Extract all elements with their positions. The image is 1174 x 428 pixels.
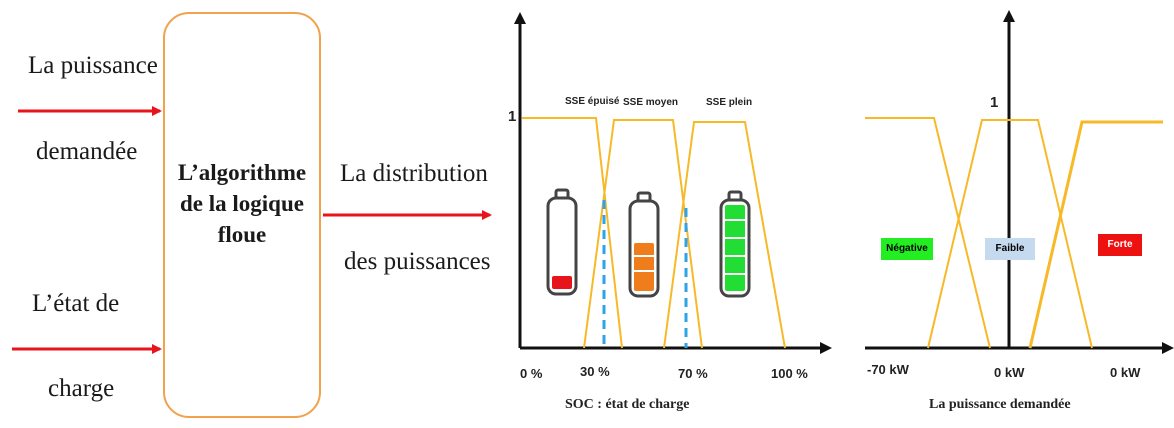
power-tick-0b: 0 kW: [1110, 365, 1141, 380]
mf-sse-epuise: [522, 117, 623, 349]
tag-negative: Négative: [881, 238, 933, 260]
mf-negative: [865, 117, 991, 349]
soc-tick-30: 30 %: [580, 364, 610, 379]
soc-tick-100: 100 %: [771, 366, 808, 381]
input-power-line1: La puissance: [28, 52, 158, 79]
battery-mid-icon: [628, 191, 660, 298]
power-tick-neg70: -70 kW: [867, 362, 909, 377]
power-tick-0a: 0 kW: [994, 365, 1025, 380]
tag-faible: Faible: [985, 238, 1035, 260]
mf-sse-plein: [663, 121, 786, 349]
soc-axis-title: SOC : état de charge: [565, 397, 690, 412]
tag-forte: Forte: [1098, 234, 1142, 256]
input-power-line2: demandée: [36, 138, 138, 165]
algorithm-line3: floue: [217, 222, 267, 247]
mf-forte: [1028, 120, 1163, 349]
mf-label-plein: SSE plein: [706, 97, 753, 108]
algorithm-line1: L’algorithme: [177, 160, 307, 185]
algorithm-box: [163, 12, 321, 418]
mf-faible: [927, 119, 1093, 349]
mf-label-moyen: SSE moyen: [623, 97, 679, 108]
algorithm-line2: de la logique: [180, 191, 304, 216]
soc-y-label: 1: [508, 108, 517, 125]
power-axis-title: La puissance demandée: [929, 397, 1071, 412]
mf-sse-moyen: [583, 119, 703, 349]
battery-full-icon: [719, 190, 751, 298]
power-y-label: 1: [990, 94, 999, 111]
mf-label-epuise: SSE épuisé: [565, 96, 620, 107]
soc-tick-70: 70 %: [678, 366, 708, 381]
output-line1: La distribution: [340, 160, 488, 187]
battery-low-icon: [546, 188, 578, 296]
soc-tick-0: 0 %: [520, 366, 543, 381]
input-soc-line2: charge: [48, 375, 115, 402]
output-line2: des puissances: [344, 248, 491, 275]
input-soc-line1: L’état de: [32, 290, 120, 317]
